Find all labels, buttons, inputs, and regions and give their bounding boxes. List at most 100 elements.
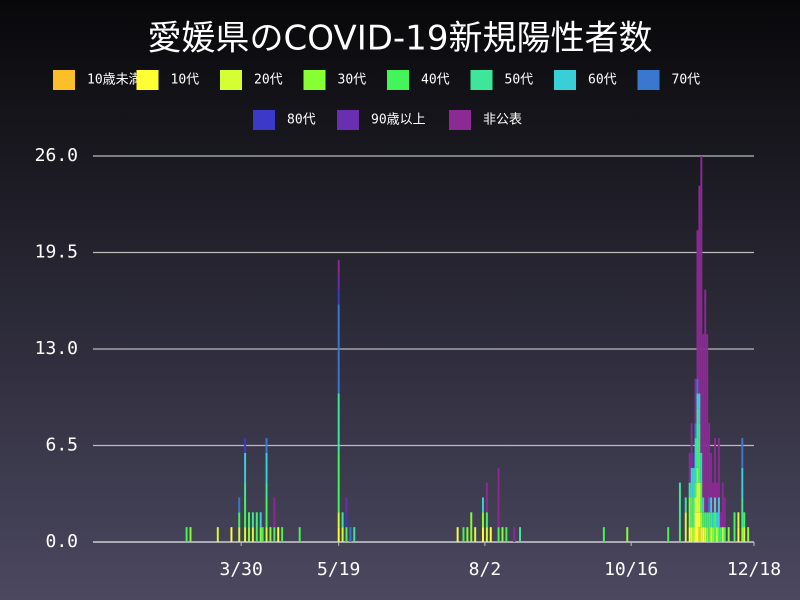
bar-segment <box>244 527 247 542</box>
bar-segment <box>696 438 699 468</box>
bar-segment <box>259 512 262 528</box>
bar-segment <box>485 512 488 528</box>
bar-segment <box>708 497 711 513</box>
bar-segment <box>341 527 344 542</box>
bar-segment <box>251 512 254 528</box>
bar-segment <box>265 527 268 542</box>
legend-swatch <box>449 110 471 130</box>
bar-segment <box>277 527 280 542</box>
bar-segment <box>702 497 705 513</box>
bar-segment <box>265 497 268 528</box>
bar-segment <box>733 512 736 542</box>
legend-label: 10代 <box>171 73 200 88</box>
bar-segment <box>481 512 484 528</box>
bar-segment <box>715 482 718 513</box>
bar-segment <box>337 259 340 275</box>
bar-segment <box>717 497 720 528</box>
bar-segment <box>261 527 264 542</box>
bar-segment <box>474 527 477 542</box>
legend-label: 80代 <box>287 113 316 128</box>
bar-segment <box>698 512 701 528</box>
chart-title: 愛媛県のCOVID-19新規陽性者数 <box>148 19 653 59</box>
bar-segment <box>349 527 352 542</box>
bar-segment <box>688 527 691 542</box>
bar-segment <box>688 497 691 528</box>
bar-segment <box>298 527 301 542</box>
x-tick-label: 3/30 <box>220 559 263 580</box>
bar-segment <box>690 527 693 542</box>
bar-segment <box>712 482 715 513</box>
axes: 0.0 6.5 13.0 19.5 26.0 3/30 5/19 8/2 10/16 12/18 <box>35 145 781 580</box>
y-tick-label: 26.0 <box>35 145 78 166</box>
bar-segment <box>700 527 703 542</box>
bar-segment <box>696 512 699 542</box>
bar-segment <box>694 497 697 513</box>
bar-segment <box>259 527 262 542</box>
grid <box>93 155 754 543</box>
legend-swatch <box>337 110 359 130</box>
bar-segment <box>698 452 701 483</box>
bar-segment <box>189 527 192 542</box>
bar-segment <box>727 527 730 542</box>
legend-swatch <box>253 110 275 130</box>
legend-swatch <box>387 70 409 90</box>
bar-segment <box>688 452 691 483</box>
bar-segment <box>485 482 488 513</box>
bar-segment <box>696 408 699 439</box>
bar-segment <box>696 230 699 379</box>
bar-segment <box>690 467 693 498</box>
bar-segment <box>678 527 681 542</box>
bar-segment <box>501 527 504 542</box>
bar-segment <box>721 482 724 528</box>
bar-segment <box>700 512 703 528</box>
bar-segment <box>714 438 716 498</box>
bar-segment <box>741 467 744 498</box>
legend-label: 20代 <box>254 73 283 88</box>
bar-segment <box>708 423 711 498</box>
bar-segment <box>741 438 744 468</box>
bar-segment <box>513 527 516 542</box>
bar-segment <box>714 512 716 542</box>
bar-segment <box>698 482 701 513</box>
bar-segment <box>714 497 716 513</box>
bar-segment <box>626 527 629 542</box>
bar-segment <box>345 527 348 542</box>
legend-label: 60代 <box>588 73 617 88</box>
bar-segment <box>497 527 500 542</box>
bar-segment <box>485 527 488 542</box>
bar-segment <box>692 497 695 528</box>
bar-segment <box>747 527 750 542</box>
bar-segment <box>743 512 746 528</box>
legend-swatch <box>136 70 159 90</box>
legend-swatch <box>53 70 75 90</box>
bar-segment <box>238 497 241 513</box>
bar-segment <box>723 497 726 528</box>
bar-segment <box>698 423 701 453</box>
legend-swatch <box>554 70 576 90</box>
bar-segment <box>244 497 247 528</box>
bar-segment <box>692 527 695 542</box>
y-tick-label: 6.5 <box>45 435 78 456</box>
bar-segment <box>337 274 340 290</box>
bar-segment <box>337 393 340 453</box>
bar-segment <box>688 482 691 498</box>
bar-segment <box>704 527 707 542</box>
bar-segment <box>269 527 272 542</box>
bar-segment <box>700 156 703 453</box>
bar-segment <box>690 423 693 468</box>
bar-segment <box>230 527 233 542</box>
bar-segment <box>708 512 711 542</box>
bar-segment <box>281 527 284 542</box>
bar-segment <box>690 497 693 528</box>
bar-segment <box>255 512 258 542</box>
bar-segment <box>696 378 699 394</box>
bar-segment <box>248 527 250 542</box>
bar-segment <box>692 467 695 498</box>
bar-segment <box>216 527 219 542</box>
bar-segment <box>462 527 465 542</box>
bar-segment <box>698 185 701 394</box>
bar-segment <box>244 438 247 453</box>
bar-segment <box>704 289 707 513</box>
bar-segment <box>694 512 697 542</box>
bar-segment <box>702 334 705 498</box>
